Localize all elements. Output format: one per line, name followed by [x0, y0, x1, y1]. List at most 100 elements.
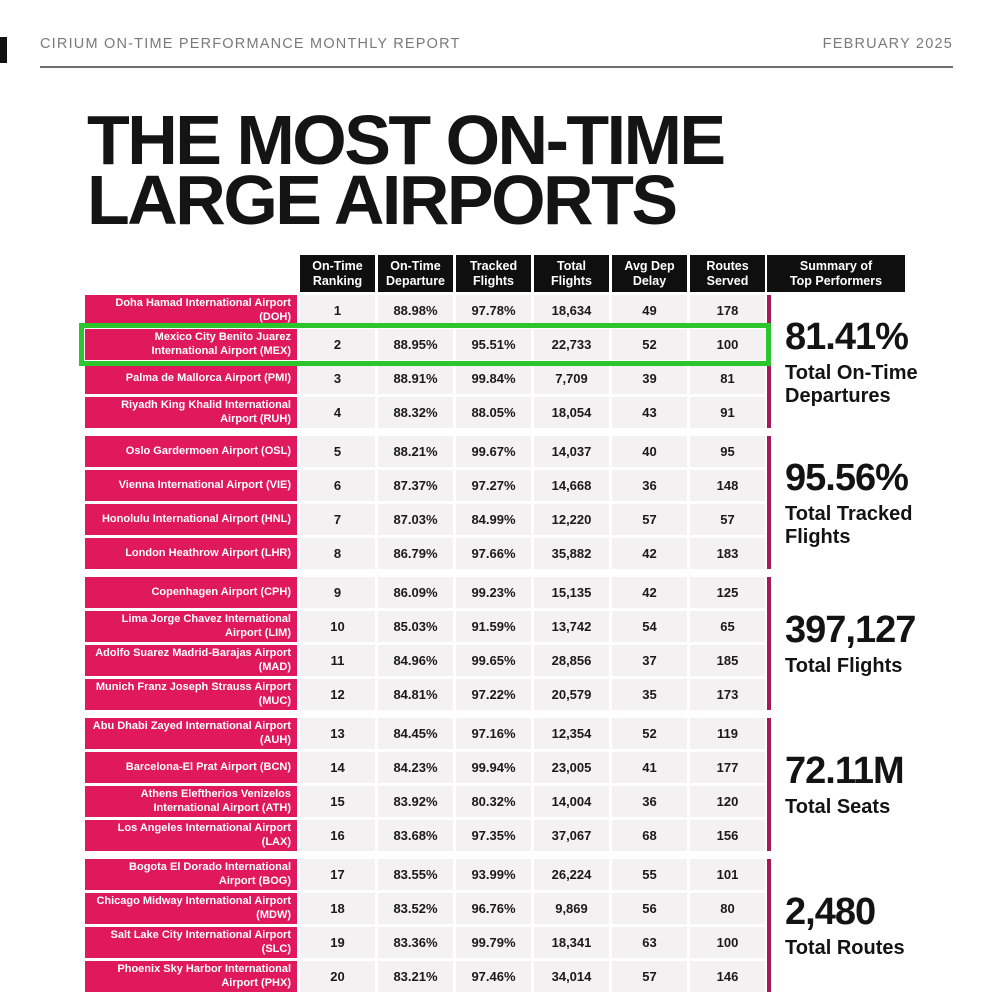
table-row-group: Oslo Gardermoen Airport (OSL) 5 88.21% 9…: [85, 436, 765, 569]
ranking-cell: 2: [300, 329, 375, 360]
total-flights-cell: 37,067: [534, 820, 609, 851]
airport-name-cell: Palma de Mallorca Airport (PMI): [85, 363, 297, 394]
on-time-departure-cell: 83.92%: [378, 786, 453, 817]
on-time-departure-cell: 83.68%: [378, 820, 453, 851]
airport-name-cell: Lima Jorge Chavez International Airport …: [85, 611, 297, 642]
tracked-flights-cell: 99.65%: [456, 645, 531, 676]
tracked-flights-cell: 97.46%: [456, 961, 531, 992]
routes-served-cell: 183: [690, 538, 765, 569]
stat-label: Total Routes: [785, 937, 905, 960]
avg-dep-delay-cell: 39: [612, 363, 687, 394]
avg-dep-delay-cell: 43: [612, 397, 687, 428]
total-flights-cell: 28,856: [534, 645, 609, 676]
tracked-flights-cell: 91.59%: [456, 611, 531, 642]
table-row: Barcelona-El Prat Airport (BCN) 14 84.23…: [85, 752, 765, 783]
report-name: CIRIUM ON-TIME PERFORMANCE MONTHLY REPOR…: [40, 36, 461, 52]
ranking-cell: 3: [300, 363, 375, 394]
table-header-row: On-Time Ranking On-Time Departure Tracke…: [85, 255, 765, 292]
airport-name-cell: London Heathrow Airport (LHR): [85, 538, 297, 569]
total-flights-cell: 15,135: [534, 577, 609, 608]
ranking-cell: 20: [300, 961, 375, 992]
stat-value: 95.56%: [785, 457, 909, 500]
ranking-cell: 17: [300, 859, 375, 890]
routes-served-cell: 148: [690, 470, 765, 501]
total-flights-cell: 12,354: [534, 718, 609, 749]
total-flights-cell: 18,341: [534, 927, 609, 958]
avg-dep-delay-cell: 54: [612, 611, 687, 642]
table-row: Doha Hamad International Airport (DOH) 1…: [85, 295, 765, 326]
on-time-departure-cell: 88.32%: [378, 397, 453, 428]
stat-total-seats: 72.11M Total Seats: [767, 718, 963, 851]
col-header-routes-served: Routes Served: [690, 255, 765, 292]
table-row-group: Copenhagen Airport (CPH) 9 86.09% 99.23%…: [85, 577, 765, 710]
ranking-cell: 4: [300, 397, 375, 428]
tracked-flights-cell: 80.32%: [456, 786, 531, 817]
ranking-cell: 11: [300, 645, 375, 676]
left-edge-mark: [0, 37, 7, 63]
table-row: Honolulu International Airport (HNL) 7 8…: [85, 504, 765, 535]
table-row: London Heathrow Airport (LHR) 8 86.79% 9…: [85, 538, 765, 569]
avg-dep-delay-cell: 37: [612, 645, 687, 676]
tracked-flights-cell: 99.79%: [456, 927, 531, 958]
airport-name-cell: Bogota El Dorado International Airport (…: [85, 859, 297, 890]
routes-served-cell: 146: [690, 961, 765, 992]
on-time-departure-cell: 84.96%: [378, 645, 453, 676]
airport-name-cell: Phoenix Sky Harbor International Airport…: [85, 961, 297, 992]
total-flights-cell: 14,668: [534, 470, 609, 501]
total-flights-cell: 35,882: [534, 538, 609, 569]
routes-served-cell: 125: [690, 577, 765, 608]
tracked-flights-cell: 97.66%: [456, 538, 531, 569]
airport-name-cell: Honolulu International Airport (HNL): [85, 504, 297, 535]
masthead: CIRIUM ON-TIME PERFORMANCE MONTHLY REPOR…: [40, 36, 953, 68]
total-flights-cell: 12,220: [534, 504, 609, 535]
stat-value: 397,127: [785, 609, 916, 652]
airport-name-cell: Munich Franz Joseph Strauss Airport (MUC…: [85, 679, 297, 710]
stat-value: 72.11M: [785, 750, 905, 793]
routes-served-cell: 119: [690, 718, 765, 749]
stat-label: Total On-Time Departures: [785, 362, 918, 407]
on-time-departure-cell: 88.91%: [378, 363, 453, 394]
avg-dep-delay-cell: 57: [612, 961, 687, 992]
table-row-group: Abu Dhabi Zayed International Airport (A…: [85, 718, 765, 851]
tracked-flights-cell: 99.67%: [456, 436, 531, 467]
ranking-cell: 1: [300, 295, 375, 326]
avg-dep-delay-cell: 35: [612, 679, 687, 710]
ranking-cell: 14: [300, 752, 375, 783]
avg-dep-delay-cell: 57: [612, 504, 687, 535]
table-row: Copenhagen Airport (CPH) 9 86.09% 99.23%…: [85, 577, 765, 608]
on-time-departure-cell: 84.23%: [378, 752, 453, 783]
stat-total-on-time-departures: 81.41% Total On-Time Departures: [767, 295, 963, 428]
tracked-flights-cell: 88.05%: [456, 397, 531, 428]
stat-total-tracked-flights: 95.56% Total Tracked Flights: [767, 436, 963, 569]
total-flights-cell: 26,224: [534, 859, 609, 890]
stat-label: Total Tracked Flights: [785, 503, 913, 548]
page-title-line-2: LARGE AIRPORTS: [87, 161, 678, 239]
ranking-cell: 18: [300, 893, 375, 924]
airport-name-cell: Riyadh King Khalid International Airport…: [85, 397, 297, 428]
total-flights-cell: 18,634: [534, 295, 609, 326]
stat-total-routes: 2,480 Total Routes: [767, 859, 963, 992]
ranking-cell: 19: [300, 927, 375, 958]
header-spacer: [85, 255, 297, 292]
ranking-cell: 5: [300, 436, 375, 467]
routes-served-cell: 156: [690, 820, 765, 851]
total-flights-cell: 7,709: [534, 363, 609, 394]
stat-label: Total Flights: [785, 655, 903, 678]
on-time-departure-cell: 83.21%: [378, 961, 453, 992]
table-row: Athens Eleftherios Venizelos Internation…: [85, 786, 765, 817]
table-row-group: Bogota El Dorado International Airport (…: [85, 859, 765, 992]
routes-served-cell: 81: [690, 363, 765, 394]
routes-served-cell: 178: [690, 295, 765, 326]
ranking-cell: 13: [300, 718, 375, 749]
avg-dep-delay-cell: 41: [612, 752, 687, 783]
ranking-cell: 6: [300, 470, 375, 501]
report-period: FEBRUARY 2025: [822, 36, 953, 52]
tracked-flights-cell: 93.99%: [456, 859, 531, 890]
tracked-flights-cell: 97.78%: [456, 295, 531, 326]
ranking-cell: 16: [300, 820, 375, 851]
routes-served-cell: 101: [690, 859, 765, 890]
page-title-line-1: THE MOST ON-TIME: [87, 101, 726, 179]
avg-dep-delay-cell: 55: [612, 859, 687, 890]
total-flights-cell: 23,005: [534, 752, 609, 783]
summary-stats: 81.41% Total On-Time Departures 95.56% T…: [767, 295, 963, 992]
